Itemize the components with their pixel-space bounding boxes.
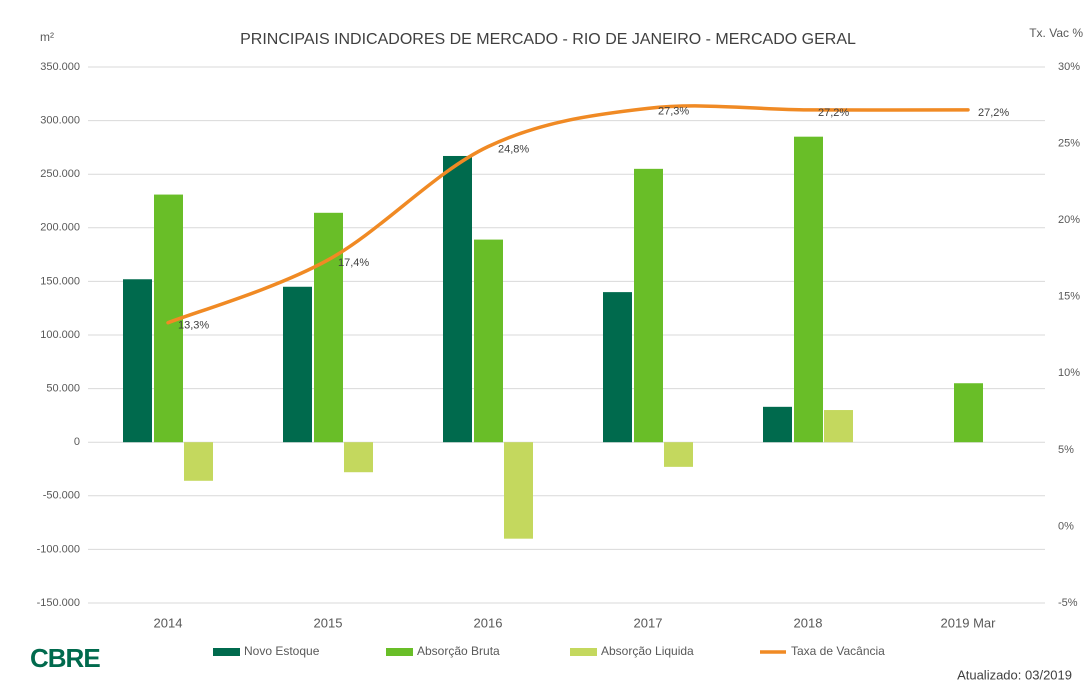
bar [474,239,503,443]
legend-swatch [213,648,240,656]
legend-label: Novo Estoque [244,644,320,658]
x-tick-label: 2015 [314,615,343,630]
legend-label: Absorção Bruta [417,644,500,658]
bar [504,442,533,539]
y-tick-label: 350.000 [40,61,80,73]
y-tick-label: 200.000 [40,222,80,234]
bar [443,155,472,443]
y-tick-label: 0 [74,436,80,448]
legend-swatch [570,648,597,656]
bar [314,212,343,443]
y2-tick-label: 0% [1058,520,1074,532]
y-tick-label: 50.000 [46,383,80,395]
line [166,104,970,325]
bar [634,168,663,443]
legend-label: Taxa de Vacância [791,644,885,658]
bar [283,286,312,443]
data-label: 27,2% [978,107,1009,119]
bar [824,410,853,443]
data-label: 13,3% [178,320,209,332]
x-tick-label: 2016 [474,615,503,630]
bar [664,442,693,467]
x-tick-label: 2017 [634,615,663,630]
data-label: 27,2% [818,107,849,119]
y2-tick-label: 25% [1058,137,1080,149]
y2-tick-label: 5% [1058,444,1074,456]
y-tick-label: -150.000 [37,597,80,609]
y-tick-label: 150.000 [40,275,80,287]
update-note: Atualizado: 03/2019 [957,667,1072,682]
bar [184,442,213,481]
y-axis-label: m² [40,30,54,44]
y2-axis-label: Tx. Vac % [1029,26,1083,40]
x-tick-label: 2014 [154,615,183,630]
y2-tick-label: 30% [1058,61,1080,73]
y-tick-label: -50.000 [43,490,80,502]
y-tick-label: -100.000 [37,543,80,555]
y-tick-label: 300.000 [40,115,80,127]
chart-title: PRINCIPAIS INDICADORES DE MERCADO - RIO … [240,31,856,48]
x-tick-label: 2018 [794,615,823,630]
bar [123,279,152,443]
data-label: 27,3% [658,105,689,117]
bar [763,406,792,443]
bar [344,442,373,473]
y2-tick-label: 10% [1058,367,1080,379]
bar [954,383,983,443]
bar [603,292,632,443]
legend-swatch [386,648,413,656]
y-tick-label: 250.000 [40,168,80,180]
x-tick-label: 2019 Mar [941,615,997,630]
data-label: 17,4% [338,257,369,269]
y2-tick-label: -5% [1058,597,1078,609]
logo: CBRE [30,643,100,673]
y-tick-label: 100.000 [40,329,80,341]
y2-tick-label: 15% [1058,291,1080,303]
data-label: 24,8% [498,144,529,156]
y2-tick-label: 20% [1058,214,1080,226]
bar [794,136,823,443]
legend-label: Absorção Liquida [601,644,694,658]
